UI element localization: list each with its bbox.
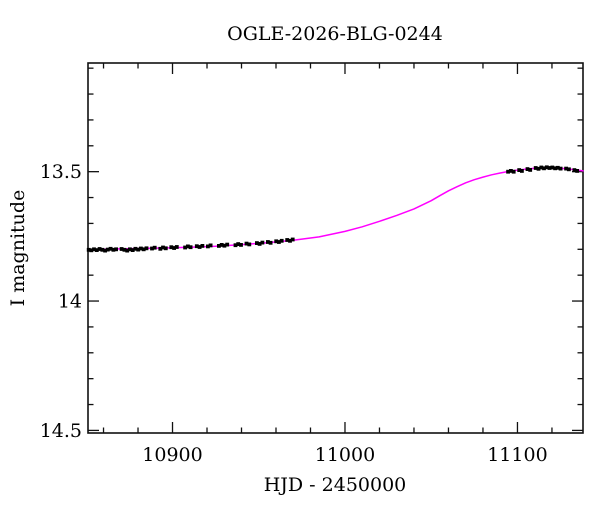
data-point [194, 244, 199, 249]
data-point [186, 244, 190, 249]
data-point [94, 248, 99, 252]
y-tick-label: 13.5 [40, 161, 82, 183]
data-point [139, 246, 143, 251]
data-point [150, 246, 154, 251]
data-point [174, 245, 179, 249]
data-point [288, 238, 292, 243]
data-point [572, 168, 577, 172]
data-point [509, 169, 513, 173]
data-point [247, 242, 252, 247]
data-point [575, 169, 579, 173]
data-point [558, 166, 563, 171]
x-tick-label: 11100 [487, 444, 547, 466]
data-point [141, 247, 146, 252]
data-point [274, 239, 279, 244]
data-point [108, 246, 113, 251]
data-point [152, 245, 157, 250]
data-point [517, 168, 522, 172]
y-tick-label: 14.5 [40, 420, 82, 442]
data-point [239, 243, 243, 247]
data-point [544, 165, 549, 170]
data-point [200, 244, 205, 248]
data-point [520, 169, 524, 173]
data-point [169, 245, 174, 250]
data-point [528, 168, 533, 172]
data-point [542, 166, 546, 171]
data-point [122, 247, 127, 252]
data-point [100, 247, 105, 252]
data-point [525, 167, 530, 171]
data-point [111, 247, 116, 252]
data-points [86, 165, 579, 253]
data-point [550, 165, 555, 170]
data-point [86, 247, 91, 252]
data-point [511, 169, 516, 174]
data-point [266, 240, 270, 244]
data-point [553, 166, 557, 171]
data-point [260, 240, 265, 245]
data-point [257, 242, 262, 246]
data-point [158, 246, 163, 251]
data-point [136, 247, 141, 252]
x-axis-label: HJD - 2450000 [264, 474, 407, 496]
data-point [567, 167, 571, 172]
data-point [128, 247, 132, 252]
data-point [533, 166, 538, 170]
data-point [536, 166, 541, 171]
x-tick-label: 11000 [315, 444, 375, 466]
data-point [197, 245, 202, 249]
data-point [217, 244, 221, 248]
data-point [219, 243, 224, 247]
model-curve [87, 167, 584, 251]
y-tick-label: 14 [58, 291, 82, 313]
x-tick-label: 10900 [142, 444, 202, 466]
data-point [268, 240, 273, 245]
data-point [125, 248, 130, 253]
data-point [92, 247, 96, 252]
data-point [130, 248, 135, 252]
data-point [244, 241, 249, 246]
data-point [206, 244, 210, 249]
plot-title: OGLE-2026-BLG-0244 [227, 23, 443, 45]
y-tick-labels: 13.5 14 14.5 [40, 161, 82, 442]
data-point [161, 245, 165, 250]
data-point [547, 166, 552, 170]
data-point [225, 242, 230, 247]
data-point [233, 243, 238, 248]
data-point [172, 246, 176, 250]
data-point [285, 238, 290, 242]
y-axis-label: I magnitude [7, 190, 29, 307]
data-point [277, 240, 281, 244]
data-point [539, 165, 544, 170]
data-point [183, 245, 187, 250]
data-point [279, 238, 284, 243]
data-point [144, 246, 149, 251]
data-point [290, 237, 295, 242]
data-point [89, 248, 94, 253]
data-point [222, 243, 227, 248]
data-point [114, 247, 118, 252]
data-point [506, 169, 510, 174]
data-point [236, 242, 241, 246]
data-point [103, 248, 107, 253]
data-point [119, 247, 124, 251]
x-tick-labels: 10900 11000 11100 [142, 444, 547, 466]
data-point [105, 247, 110, 252]
data-point [208, 243, 213, 248]
data-point [564, 166, 568, 171]
data-point [255, 241, 259, 245]
data-point [163, 246, 168, 251]
data-point [188, 245, 193, 250]
data-point [97, 247, 102, 251]
data-point [133, 246, 138, 251]
data-point [555, 165, 560, 170]
